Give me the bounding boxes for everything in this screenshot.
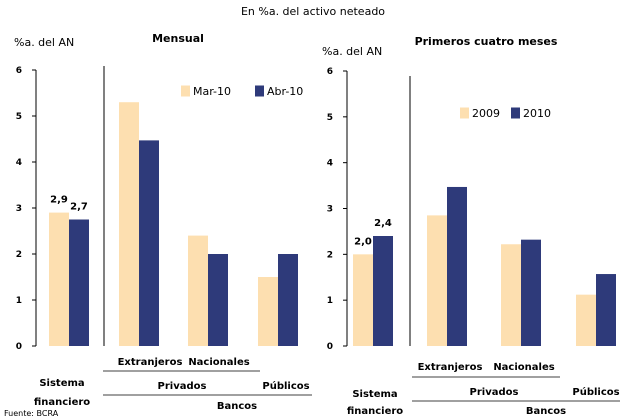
legend-swatch [181, 85, 190, 97]
group-label-nacionales: Nacionales [493, 362, 554, 373]
bar-2010-3 [521, 239, 541, 346]
plot-area: 0 1 2 3 4 5 6 2,92,7 [16, 66, 298, 352]
bar-abr-10-3 [208, 254, 228, 346]
legend-label: 2010 [523, 107, 551, 120]
bar-2009-1 [353, 254, 373, 346]
group-label-nacionales: Nacionales [188, 357, 249, 368]
group-label-extranjeros: Extranjeros [118, 357, 183, 368]
legend-label: 2009 [472, 107, 500, 120]
group-label-sistema-line1: Sistema [352, 389, 397, 400]
y-tick-label: 3 [16, 204, 22, 214]
bar-2010-1 [373, 236, 393, 346]
bar-abr-10-2 [139, 140, 159, 346]
chart-mensual: Mensual %a. del AN 0 1 2 3 4 5 6 2,92,7 Mar-10 A… [14, 32, 312, 412]
group-label-privados: Privados [158, 381, 207, 392]
y-tick-label: 0 [327, 342, 333, 352]
bar-abr-10-1 [69, 219, 89, 346]
group-label-extranjeros: Extranjeros [418, 362, 483, 373]
group-label-sistema-line2: financiero [34, 397, 90, 408]
y-tick-label: 4 [16, 158, 22, 168]
legend-swatch [255, 85, 264, 97]
y-tick-label: 6 [327, 67, 333, 77]
bar-mar-10-3 [188, 235, 208, 346]
bar-2010-4 [596, 274, 616, 346]
group-label-privados: Privados [470, 387, 519, 398]
bar-2009-2 [427, 215, 447, 346]
legend-label: Mar-10 [193, 85, 231, 98]
group-label-sistema-line2: financiero [347, 406, 403, 417]
y-tick-label: 1 [327, 296, 333, 306]
legend-swatch [511, 107, 520, 119]
legend-swatch [460, 107, 469, 119]
y-tick-label: 3 [327, 205, 333, 215]
y-axis-label: %a. del AN [322, 45, 382, 58]
chart-title: Primeros cuatro meses [415, 35, 558, 48]
group-label-publicos: Públicos [572, 386, 619, 398]
bar-mar-10-1 [49, 212, 69, 346]
y-tick-label: 0 [16, 342, 22, 352]
bar-2009-4 [576, 294, 596, 346]
chart-primeros-cuatro-meses: Primeros cuatro meses %a. del AN 0 1 2 3 4 5 6… [322, 35, 620, 417]
y-tick-label: 4 [327, 159, 333, 169]
data-label: 2,4 [374, 218, 392, 229]
y-tick-label: 2 [16, 250, 22, 260]
data-label: 2,0 [354, 236, 372, 247]
bar-mar-10-4 [258, 277, 278, 346]
data-label: 2,9 [50, 195, 68, 206]
bar-abr-10-4 [278, 254, 298, 346]
chart-title: Mensual [152, 32, 204, 45]
y-tick-label: 5 [16, 112, 22, 122]
group-label-publicos: Públicos [262, 380, 309, 392]
bar-mar-10-2 [119, 102, 139, 346]
legend-label: Abr-10 [267, 85, 303, 98]
group-label-bancos: Bancos [217, 401, 257, 412]
group-label-sistema-line1: Sistema [39, 378, 84, 389]
y-tick-label: 5 [327, 113, 333, 123]
y-tick-label: 6 [16, 66, 22, 76]
source-note: Fuente: BCRA [4, 409, 59, 418]
plot-area: 0 1 2 3 4 5 6 2,02,4 [327, 67, 616, 352]
legend: Mar-10 Abr-10 [181, 85, 303, 98]
figure-top-title: En %a. del activo neteado [241, 5, 385, 18]
bar-2010-2 [447, 186, 467, 346]
y-tick-label: 2 [327, 250, 333, 260]
group-label-bancos: Bancos [526, 406, 566, 417]
bar-2009-3 [501, 244, 521, 346]
data-label: 2,7 [70, 202, 88, 213]
y-axis-label: %a. del AN [14, 36, 74, 49]
legend: 2009 2010 [460, 107, 551, 120]
y-tick-label: 1 [16, 296, 22, 306]
